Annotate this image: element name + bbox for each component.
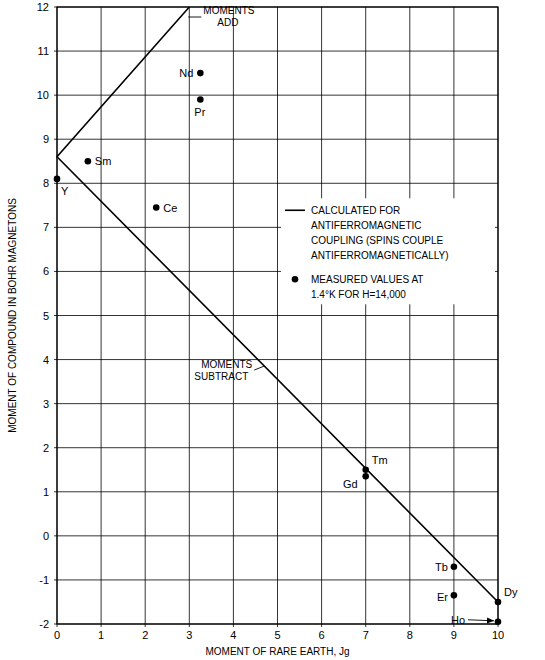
legend-point-swatch — [292, 276, 299, 283]
annotation-leader — [254, 366, 264, 370]
legend-label-line: 1.4°K FOR H=14,000 — [311, 289, 406, 300]
y-tick-label: 6 — [43, 265, 49, 277]
point-label: Tb — [435, 561, 448, 573]
y-tick-label: 1 — [43, 486, 49, 498]
annotation: MOMENTSADD — [203, 5, 254, 28]
y-grid-line — [57, 359, 498, 360]
point-label: Er — [437, 591, 448, 603]
x-tick-label: 7 — [363, 629, 369, 641]
measured-point — [362, 473, 369, 480]
y-grid-line — [57, 183, 498, 184]
measured-point — [451, 563, 458, 570]
measured-point — [362, 466, 369, 473]
grid — [54, 7, 498, 627]
y-tick-label: 2 — [43, 442, 49, 454]
measured-point — [495, 599, 502, 606]
y-grid-line — [57, 315, 498, 316]
y-tick-label: 0 — [43, 530, 49, 542]
y-tick-label: 7 — [43, 221, 49, 233]
measured-point — [197, 96, 204, 103]
point-label: Tm — [372, 454, 388, 466]
legend-label-line: CALCULATED FOR — [311, 205, 400, 216]
annotation-leader — [188, 17, 201, 18]
x-tick-label: 4 — [230, 629, 236, 641]
y-tick-label: 9 — [43, 133, 49, 145]
point-label: Sm — [95, 155, 112, 167]
x-tick-label: 1 — [98, 629, 104, 641]
point-label: Nd — [179, 67, 193, 79]
y-grid-line — [57, 491, 498, 492]
x-tick-label: 8 — [407, 629, 413, 641]
y-grid-line — [57, 95, 498, 96]
y-grid-line — [57, 447, 498, 448]
y-axis-title: MOMENT OF COMPOUND IN BOHR MAGNETONS — [7, 198, 18, 433]
measured-point — [197, 70, 204, 77]
measured-point — [54, 176, 61, 183]
annotation-line: MOMENTS — [201, 359, 252, 370]
x-axis-title: MOMENT OF RARE EARTH, Jg — [205, 646, 349, 657]
legend: CALCULATED FOR ANTIFERROMAGNETIC COUPLING … — [281, 198, 495, 304]
y-tick-label: 4 — [43, 354, 49, 366]
plot-frame — [57, 7, 498, 624]
measured-point — [451, 592, 458, 599]
y-tick-label: -2 — [39, 618, 49, 630]
measured-point — [153, 204, 160, 211]
y-grid-line — [57, 403, 498, 404]
annotation: MOMENTSSUBTRACT — [194, 359, 252, 382]
y-tick-label: 10 — [37, 89, 49, 101]
y-grid-line — [57, 139, 498, 140]
legend-label: CALCULATED FOR ANTIFERROMAGNETIC COUPLING … — [311, 205, 449, 261]
y-tick-label: 11 — [38, 45, 49, 57]
legend-label-line: ANTIFERROMAGNETIC — [311, 220, 422, 231]
x-tick-label: 2 — [142, 629, 148, 641]
y-tick-label: 12 — [37, 1, 49, 13]
point-label: Pr — [194, 106, 205, 118]
y-grid-line — [57, 51, 498, 52]
x-tick-label: 10 — [492, 629, 504, 641]
x-tick-label: 6 — [319, 629, 325, 641]
point-label: Gd — [343, 478, 358, 490]
annotation-line: MOMENTS — [203, 5, 254, 16]
x-tick-label: 3 — [186, 629, 192, 641]
legend-background — [281, 198, 495, 304]
y-tick-label: 3 — [43, 398, 49, 410]
label-arrow — [468, 620, 494, 621]
plot-area — [54, 7, 502, 625]
measured-point — [495, 618, 502, 625]
legend-line-swatch — [285, 209, 305, 211]
point-label: Dy — [504, 586, 518, 598]
x-tick-label: 0 — [54, 629, 60, 641]
y-grid-line — [57, 579, 498, 580]
chart: 012345678910-2-10123456789101112MOMENT O… — [0, 0, 545, 660]
calculated-line — [57, 7, 498, 602]
legend-label: MEASURED VALUES AT 1.4°K FOR H=14,000 — [311, 274, 423, 300]
annotation-line: SUBTRACT — [194, 371, 248, 382]
annotation-line: ADD — [217, 17, 238, 28]
point-label: Y — [61, 185, 69, 197]
y-tick-label: 5 — [43, 310, 49, 322]
y-tick-label: 8 — [43, 177, 49, 189]
point-label: Ce — [163, 202, 177, 214]
point-label: Ho — [451, 614, 465, 626]
x-tick-label: 5 — [274, 629, 280, 641]
x-tick-label: 9 — [451, 629, 457, 641]
legend-label-line: MEASURED VALUES AT — [311, 274, 423, 285]
measured-point — [85, 158, 92, 165]
legend-label-line: COUPLING (SPINS COUPLE — [311, 235, 444, 246]
legend-label-line: ANTIFERROMAGNETICALLY) — [311, 250, 449, 261]
y-tick-label: -1 — [39, 574, 49, 586]
